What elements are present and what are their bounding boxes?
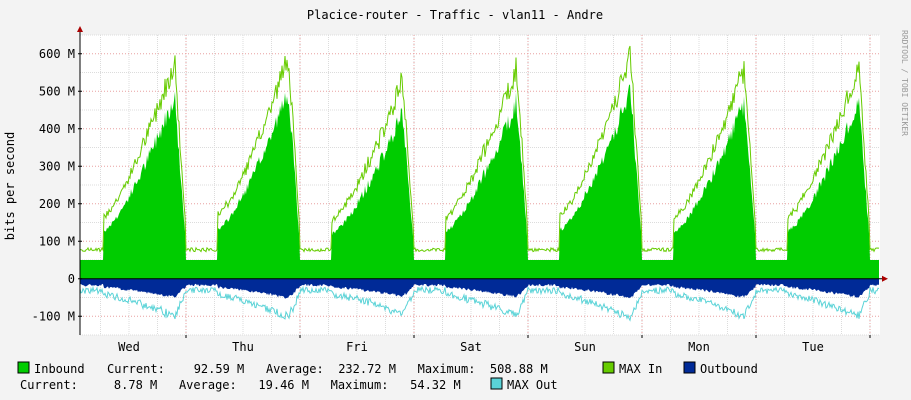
series-max-out-line [79,285,880,322]
x-tick-label: Sun [574,340,596,354]
y-tick-labels: 600 M 500 M 400 M 300 M 200 M 100 M 0 -100 M [32,47,75,324]
x-tick-label: Tue [802,340,824,354]
x-tick-label: Sat [460,340,482,354]
x-tick-label: Mon [688,340,710,354]
x-axis-arrow [882,275,888,282]
y-tick-label: 600 M [39,47,75,61]
series-max-in-line [79,45,880,253]
legend-outbound-stats: Current: 8.78 M Average: 19.46 M Maximum… [20,378,461,392]
y-axis-label: bits per second [3,132,17,240]
legend-max-in-label: MAX In [619,362,662,376]
y-tick-label: 100 M [39,234,75,248]
series-outbound-area [80,278,879,299]
series-inbound-area [80,84,879,279]
y-tick-label: -100 M [32,309,75,323]
legend: Inbound Current: 92.59 M Average: 232.72 … [17,361,758,392]
legend-outbound-label: Outbound [700,362,758,376]
y-tick-label: 500 M [39,84,75,98]
legend-max-out-label: MAX Out [507,378,558,392]
y-tick-label: 200 M [39,197,75,211]
y-tick-label: 0 [68,272,75,286]
axes [77,26,888,338]
y-tick-label: 300 M [39,159,75,173]
series-layer [79,45,880,322]
x-tick-label: Wed [118,340,140,354]
legend-swatch-max-out [490,377,503,390]
y-tick-label: 400 M [39,122,75,136]
legend-swatch-outbound [683,361,696,374]
y-axis-arrow [77,26,83,32]
x-tick-label: Thu [232,340,254,354]
rrdtool-credit: RRDTOOL / TOBI OETIKER [900,30,909,136]
legend-inbound-label: Inbound [34,362,85,376]
chart-title: Placice-router - Traffic - vlan11 - Andr… [307,8,603,22]
x-tick-label: Fri [346,340,368,354]
x-tick-labels: Wed Thu Fri Sat Sun Mon Tue [118,340,824,354]
legend-swatch-max-in [602,361,615,374]
legend-swatch-inbound [17,361,30,374]
legend-inbound-stats: Current: 92.59 M Average: 232.72 M Maxim… [107,362,548,376]
